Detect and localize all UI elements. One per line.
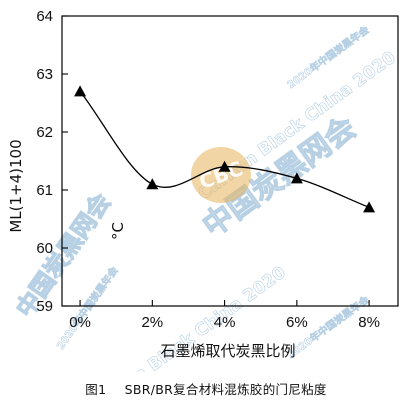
x-tick-labels: 0% 2% 4% 6% 8% xyxy=(69,314,380,331)
data-point xyxy=(290,172,303,184)
x-axis-title: 石墨烯取代炭黑比例 xyxy=(160,342,295,360)
y-tick-label: 64 xyxy=(36,8,53,25)
figure-number: 图1 xyxy=(85,382,107,397)
y-tick-label: 61 xyxy=(36,182,53,199)
y-axis-title: ML(1+4)100 xyxy=(7,139,25,232)
watermark-badge xyxy=(191,147,251,203)
y-tick-label: 63 xyxy=(36,66,53,83)
plot-frame xyxy=(61,15,399,307)
x-tick-label: 2% xyxy=(141,314,163,331)
y-tick-label: 62 xyxy=(36,124,53,141)
y-tick-label: 60 xyxy=(36,240,53,257)
y-tick-label: 59 xyxy=(36,298,53,315)
x-tick-label: 0% xyxy=(69,314,91,331)
watermark-text: 中国炭黑网会 xyxy=(11,188,117,322)
trend-curve xyxy=(79,91,370,209)
data-point xyxy=(146,178,159,190)
figure-title: SBR/BR复合材料混炼胶的门尼粘度 xyxy=(124,382,327,397)
figure-caption: 图1 SBR/BR复合材料混炼胶的门尼粘度 xyxy=(0,379,412,398)
y-tick-labels: 59 60 61 62 63 64 xyxy=(36,8,53,315)
axis-ticks xyxy=(62,15,370,307)
data-markers xyxy=(74,85,376,213)
unit-annotation: °C xyxy=(109,222,127,240)
data-point xyxy=(74,85,87,97)
data-point xyxy=(363,201,376,213)
x-tick-label: 8% xyxy=(358,314,380,331)
x-tick-label: 6% xyxy=(286,314,308,331)
x-tick-label: 4% xyxy=(214,314,236,331)
data-point xyxy=(218,160,231,172)
